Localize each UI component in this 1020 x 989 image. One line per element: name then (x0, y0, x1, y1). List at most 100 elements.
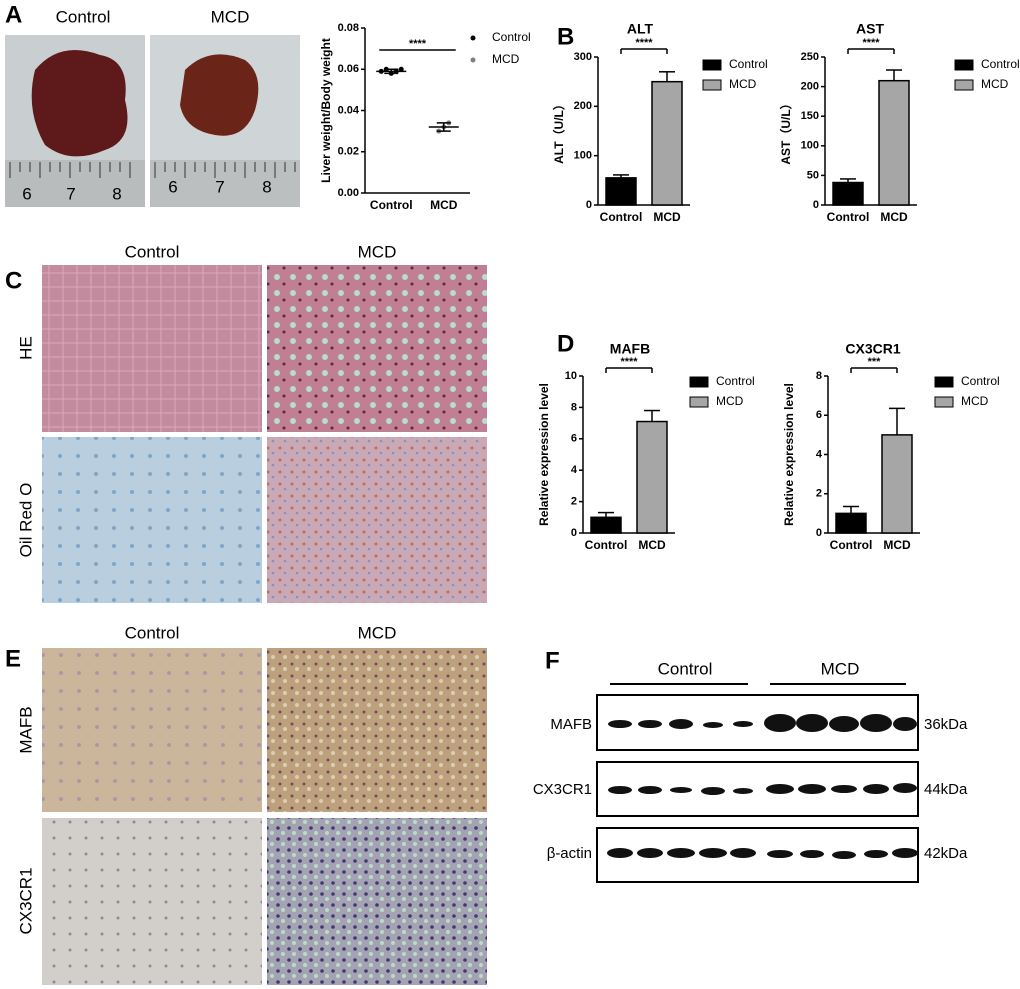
x-tick-label: MCD (638, 538, 666, 552)
bar (590, 516, 622, 534)
legend-swatch (702, 59, 722, 71)
x-tick-label: Control (830, 538, 873, 552)
legend-label: MCD (981, 77, 1009, 91)
y-tick-label: 0 (816, 527, 822, 539)
legend-label: Control (729, 57, 768, 71)
panel-letter: E (5, 645, 21, 672)
legend-marker (470, 57, 476, 63)
y-axis-label: Liver weight/Body weight (319, 38, 333, 183)
band-size: 44kDa (924, 781, 968, 798)
legend-swatch (934, 396, 954, 408)
y-tick-label: 200 (574, 100, 592, 112)
legend-marker (470, 35, 476, 41)
column-label: Control (125, 242, 180, 261)
chart-title: CX3CR1 (845, 341, 900, 357)
row-label: CX3CR1 (16, 867, 35, 934)
y-tick-label: 0.08 (338, 22, 359, 34)
y-axis-label: Relative expression level (782, 383, 796, 526)
legend-swatch (702, 79, 722, 91)
legend-swatch (689, 396, 709, 408)
x-tick-label: MCD (430, 198, 458, 212)
panel-letter: F (545, 647, 560, 674)
legend-label: Control (716, 374, 755, 388)
panel-letter: A (5, 1, 22, 28)
sig-label: **** (409, 38, 427, 50)
group-label: Control (658, 659, 713, 678)
y-tick-label: 6 (571, 433, 577, 445)
column-label: Control (125, 623, 180, 642)
band-name: CX3CR1 (533, 781, 592, 798)
bar (605, 177, 637, 206)
ruler-label: 7 (215, 177, 224, 196)
band-name: MAFB (550, 716, 592, 733)
oro-mcd (267, 437, 487, 603)
y-tick-label: 6 (816, 409, 822, 421)
ruler-label: 6 (168, 177, 177, 196)
legend-label: MCD (729, 77, 757, 91)
x-tick-label: MCD (880, 210, 908, 224)
legend-swatch (954, 59, 974, 71)
bar (651, 80, 683, 206)
y-tick-label: 0.04 (338, 104, 360, 116)
y-tick-label: 150 (801, 110, 819, 122)
legend-swatch (689, 376, 709, 388)
column-label: MCD (358, 623, 397, 642)
y-tick-label: 4 (571, 464, 578, 476)
point (398, 66, 404, 72)
x-tick-label: Control (585, 538, 628, 552)
y-tick-label: 8 (816, 370, 822, 382)
chart-title: ALT (627, 21, 654, 37)
y-tick-label: 100 (801, 140, 819, 152)
x-tick-label: Control (600, 210, 643, 224)
y-tick-label: 0.06 (338, 63, 359, 75)
y-tick-label: 10 (565, 370, 577, 382)
y-tick-label: 50 (807, 169, 819, 181)
ihc-mafb-mcd (267, 648, 487, 812)
photo-label: Control (56, 7, 111, 26)
x-tick-label: Control (370, 198, 413, 212)
band-size: 42kDa (924, 845, 968, 862)
x-tick-label: MCD (883, 538, 911, 552)
y-axis-label: ALT（U/L） (551, 98, 566, 164)
legend-label: Control (492, 30, 531, 44)
sig-label: **** (862, 37, 880, 49)
he-mcd (267, 265, 487, 432)
band-size: 36kDa (924, 716, 968, 733)
bar (636, 420, 668, 534)
legend-label: MCD (961, 394, 989, 408)
y-tick-label: 0 (571, 527, 577, 539)
chart-title: AST (856, 21, 884, 37)
y-tick-label: 2 (816, 488, 822, 500)
y-tick-label: 300 (574, 51, 592, 63)
x-tick-label: MCD (653, 210, 681, 224)
column-label: MCD (358, 242, 397, 261)
y-tick-label: 200 (801, 81, 819, 93)
photo-label: MCD (211, 7, 250, 26)
liver-photos (5, 35, 300, 207)
y-tick-label: 0 (813, 199, 819, 211)
he-control (42, 265, 262, 432)
group-label: MCD (821, 659, 860, 678)
ihc-cx3cr1-control (42, 818, 262, 985)
sig-label: **** (635, 37, 653, 49)
ruler-label: 8 (112, 184, 121, 203)
y-tick-label: 250 (801, 51, 819, 63)
ruler-label: 6 (22, 184, 31, 203)
ruler-label: 8 (262, 177, 271, 196)
legend-swatch (954, 79, 974, 91)
bands (607, 714, 918, 859)
row-label: MAFB (16, 706, 35, 753)
legend-label: Control (961, 374, 1000, 388)
bar (832, 181, 864, 206)
chart-title: MAFB (610, 341, 650, 357)
y-tick-label: 0.00 (338, 187, 359, 199)
legend-label: MCD (492, 52, 520, 66)
y-tick-label: 2 (571, 496, 577, 508)
bar (881, 434, 913, 534)
ihc-cx3cr1-mcd (267, 818, 487, 985)
panel-letter: D (557, 330, 574, 357)
legend-swatch (934, 376, 954, 388)
row-label: Oil Red O (16, 483, 35, 558)
y-tick-label: 8 (571, 401, 577, 413)
